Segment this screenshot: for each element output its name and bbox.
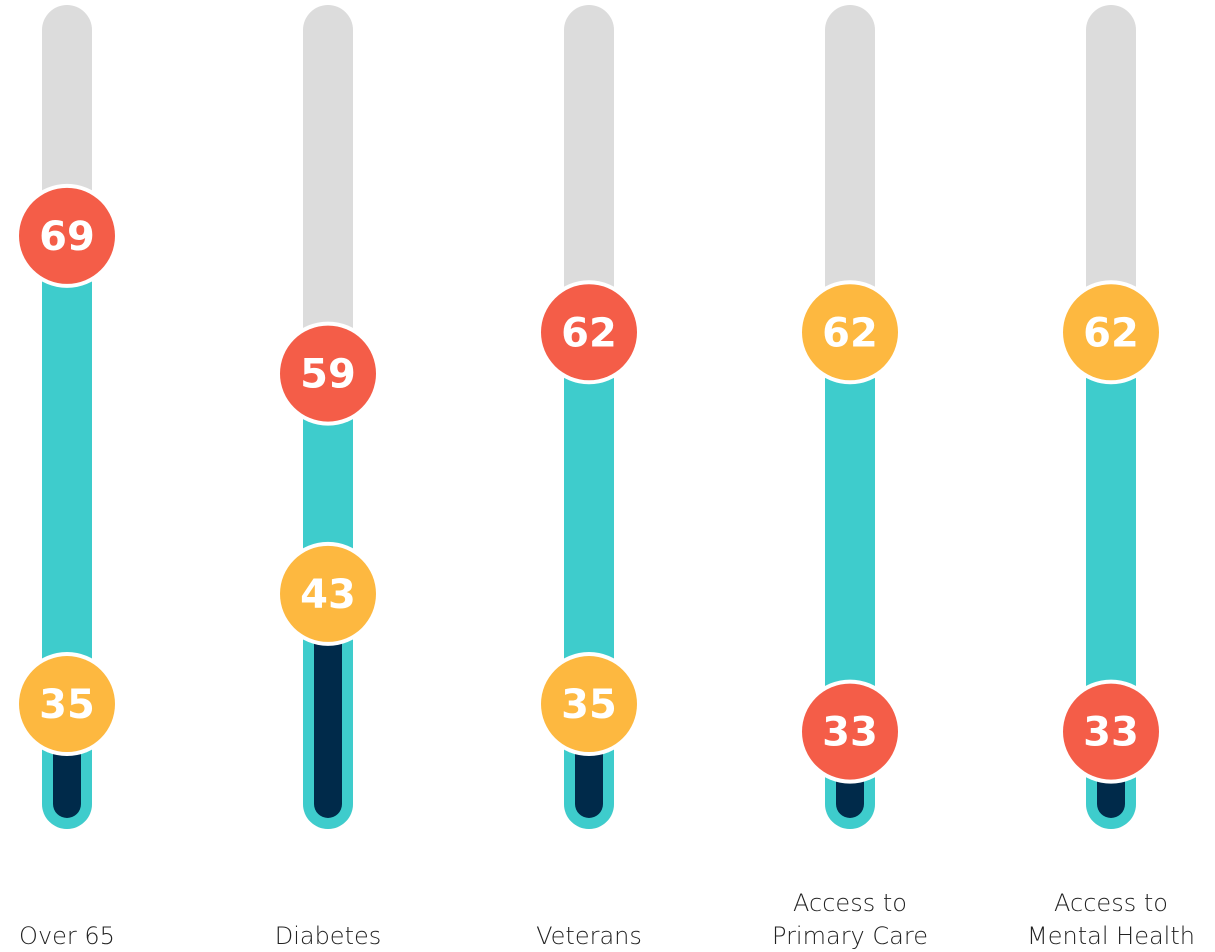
- marker-value-label: 35: [39, 682, 95, 728]
- inner-bar: [314, 593, 342, 818]
- marker-circle: [541, 284, 637, 381]
- category-label-line: Access to: [793, 889, 907, 917]
- category-group-4: 62 33 Access to Mental Health: [1027, 5, 1195, 950]
- category-label-line: Primary Care: [772, 922, 928, 950]
- category-group-2: 62 35 Veterans: [536, 5, 642, 950]
- category-label: Access to Mental Health: [1027, 889, 1195, 950]
- marker-value-label: 59: [300, 352, 356, 398]
- category-label: Veterans: [536, 922, 642, 950]
- category-label-line: Over 65: [19, 922, 115, 950]
- marker-circle: [1063, 683, 1159, 780]
- marker-circle: [19, 187, 115, 284]
- category-label: Diabetes: [275, 922, 382, 950]
- marker-value-label: 62: [1083, 310, 1139, 356]
- marker-value-label: 62: [561, 310, 617, 356]
- category-label: Over 65: [19, 922, 115, 950]
- top-marker: 62: [537, 280, 641, 385]
- marker-value-label: 33: [1083, 710, 1139, 756]
- marker-value-label: 69: [39, 214, 95, 260]
- bottom-marker: 35: [15, 652, 119, 757]
- marker-circle: [280, 545, 376, 642]
- marker-circle: [802, 683, 898, 780]
- bottom-marker: 43: [276, 541, 380, 646]
- marker-circle: [802, 284, 898, 381]
- bottom-marker: 33: [798, 679, 902, 784]
- top-marker: 69: [15, 183, 119, 288]
- category-group-1: 59 43 Diabetes: [275, 5, 382, 950]
- category-label: Access to Primary Care: [772, 889, 928, 950]
- category-label-line: Diabetes: [275, 922, 382, 950]
- bottom-marker: 33: [1059, 679, 1163, 784]
- top-marker: 62: [1059, 280, 1163, 385]
- category-group-0: 69 35 Over 65: [15, 5, 119, 950]
- category-label-line: Access to: [1054, 889, 1168, 917]
- marker-circle: [1063, 284, 1159, 381]
- category-label-line: Veterans: [536, 922, 642, 950]
- bottom-marker: 35: [537, 652, 641, 757]
- category-group-3: 62 33 Access to Primary Care: [772, 5, 928, 950]
- marker-circle: [19, 656, 115, 753]
- marker-value-label: 33: [822, 710, 878, 756]
- marker-value-label: 35: [561, 682, 617, 728]
- marker-value-label: 62: [822, 310, 878, 356]
- marker-value-label: 43: [300, 572, 356, 618]
- top-marker: 59: [276, 321, 380, 426]
- category-label-line: Mental Health: [1027, 922, 1195, 950]
- top-marker: 62: [798, 280, 902, 385]
- marker-circle: [541, 656, 637, 753]
- marker-circle: [280, 325, 376, 422]
